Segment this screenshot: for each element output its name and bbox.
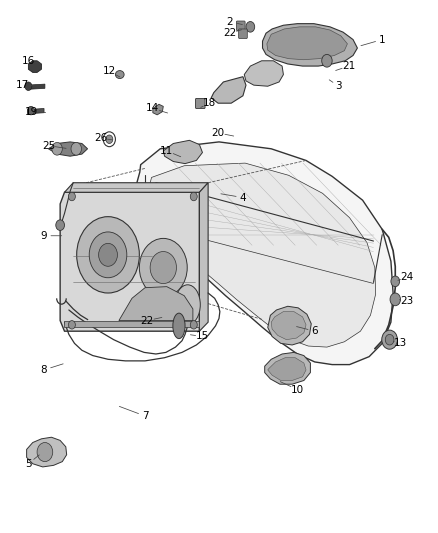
Circle shape xyxy=(139,238,187,297)
Text: 19: 19 xyxy=(25,107,39,117)
Polygon shape xyxy=(199,183,208,331)
Text: 25: 25 xyxy=(42,141,55,151)
Text: 2: 2 xyxy=(226,17,233,27)
FancyBboxPatch shape xyxy=(237,21,245,30)
Text: 23: 23 xyxy=(400,296,413,306)
Text: 13: 13 xyxy=(394,338,407,349)
Text: 5: 5 xyxy=(25,459,32,469)
Polygon shape xyxy=(262,23,357,66)
Polygon shape xyxy=(153,104,163,115)
Circle shape xyxy=(382,330,397,349)
Text: 3: 3 xyxy=(336,81,342,91)
Circle shape xyxy=(322,54,332,67)
Text: 11: 11 xyxy=(160,146,173,156)
Text: 22: 22 xyxy=(223,28,237,38)
Polygon shape xyxy=(27,437,67,467)
Circle shape xyxy=(77,216,139,293)
Text: 16: 16 xyxy=(22,56,35,66)
Circle shape xyxy=(246,21,254,32)
Circle shape xyxy=(99,244,117,266)
Circle shape xyxy=(190,192,197,201)
Text: 21: 21 xyxy=(342,61,355,71)
Circle shape xyxy=(106,135,113,143)
Circle shape xyxy=(25,82,32,91)
Text: 10: 10 xyxy=(291,384,304,394)
Circle shape xyxy=(71,142,81,155)
Polygon shape xyxy=(60,192,199,331)
Polygon shape xyxy=(211,77,246,103)
Circle shape xyxy=(68,192,75,201)
Text: 7: 7 xyxy=(142,411,148,421)
Text: 6: 6 xyxy=(311,326,318,336)
Polygon shape xyxy=(265,352,311,384)
Circle shape xyxy=(68,320,75,329)
Text: 9: 9 xyxy=(41,231,47,241)
Text: 17: 17 xyxy=(16,80,29,90)
Polygon shape xyxy=(64,320,199,327)
Polygon shape xyxy=(28,109,44,114)
Polygon shape xyxy=(28,61,42,72)
Circle shape xyxy=(37,442,53,462)
Text: 12: 12 xyxy=(102,67,116,76)
Polygon shape xyxy=(244,61,283,86)
Polygon shape xyxy=(64,183,208,192)
Text: 18: 18 xyxy=(203,98,216,108)
Circle shape xyxy=(150,252,177,284)
Text: 20: 20 xyxy=(212,128,225,138)
Polygon shape xyxy=(27,84,45,90)
Circle shape xyxy=(28,107,35,115)
FancyBboxPatch shape xyxy=(239,29,247,38)
Polygon shape xyxy=(131,142,393,365)
Polygon shape xyxy=(271,312,306,340)
Circle shape xyxy=(391,276,399,287)
Circle shape xyxy=(52,142,62,155)
Polygon shape xyxy=(119,287,193,320)
Circle shape xyxy=(89,232,127,278)
Text: 26: 26 xyxy=(94,133,107,143)
Ellipse shape xyxy=(175,285,200,325)
Circle shape xyxy=(390,293,400,306)
Circle shape xyxy=(190,320,197,329)
Text: 24: 24 xyxy=(400,272,413,282)
Text: 4: 4 xyxy=(240,192,246,203)
Polygon shape xyxy=(268,306,311,345)
Ellipse shape xyxy=(173,313,185,338)
Polygon shape xyxy=(48,142,88,156)
Ellipse shape xyxy=(116,70,124,78)
FancyBboxPatch shape xyxy=(195,99,205,109)
Polygon shape xyxy=(144,163,376,347)
Polygon shape xyxy=(163,140,202,164)
Polygon shape xyxy=(268,358,306,381)
Circle shape xyxy=(56,220,64,230)
Text: 14: 14 xyxy=(146,103,159,114)
Text: 1: 1 xyxy=(379,35,385,45)
Text: 22: 22 xyxy=(141,316,154,326)
Circle shape xyxy=(385,334,394,345)
Text: 15: 15 xyxy=(196,332,209,342)
Text: 8: 8 xyxy=(41,365,47,375)
Polygon shape xyxy=(267,27,347,60)
